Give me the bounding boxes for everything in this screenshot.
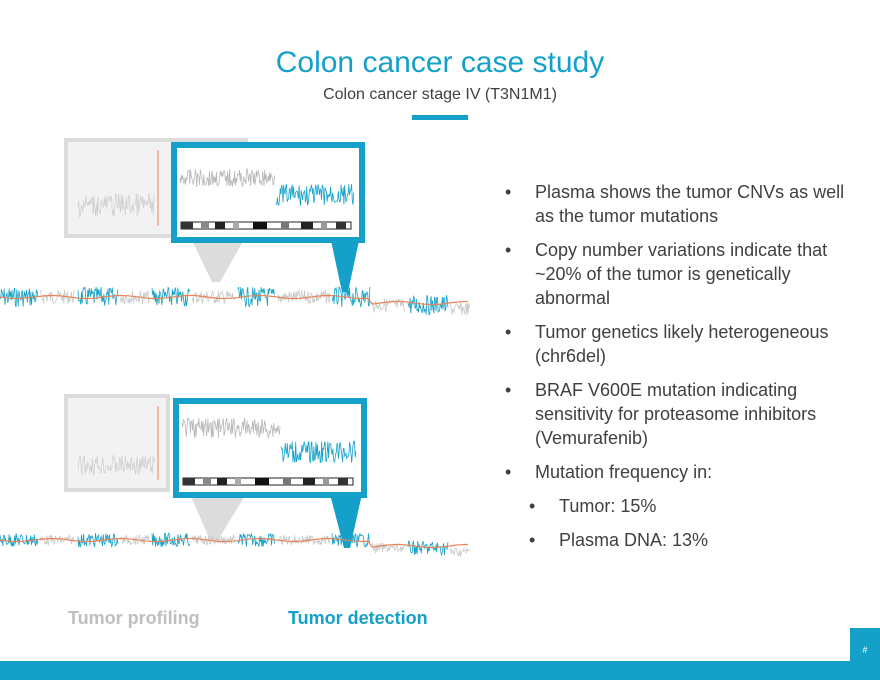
- bottom-zoom-ideogram: [182, 477, 354, 486]
- bullet-item: • Tumor genetics likely heterogeneous (ch…: [505, 320, 850, 368]
- bottom-panel: [0, 394, 470, 557]
- top-genome-track: [0, 286, 470, 316]
- top-zoom-trace: [179, 167, 355, 207]
- slide-subtitle: Colon cancer stage IV (T3N1M1): [323, 86, 557, 103]
- bullet-text: Mutation frequency in:: [535, 462, 713, 482]
- bullet-dot-icon: •: [529, 530, 536, 550]
- bullet-item: • Mutation frequency in:: [505, 460, 850, 484]
- bottom-gray-inset-trace: [77, 454, 156, 476]
- bullet-item: • Copy number variations indicate that ~2…: [505, 238, 850, 310]
- slide-title: Colon cancer case study: [275, 46, 605, 79]
- title-accent-rule: [412, 115, 468, 120]
- bullet-text: Plasma DNA: 13%: [559, 530, 709, 550]
- top-gray-callout: [190, 236, 246, 282]
- top-gray-inset-trace: [77, 193, 156, 219]
- bullet-dot-icon: •: [529, 496, 536, 516]
- bullet-text: Copy number variations indicate that ~20…: [535, 240, 828, 308]
- bullet-text: Tumor: 15%: [559, 496, 657, 516]
- bottom-genome-track: [0, 532, 470, 557]
- bottom-zoom-trace: [181, 417, 357, 464]
- bullet-text: Tumor genetics likely heterogeneous (chr…: [535, 322, 829, 366]
- top-panel: [0, 138, 470, 316]
- page-number: #: [850, 628, 880, 661]
- bullet-item: • BRAF V600E mutation indicating sensitiv…: [505, 378, 850, 450]
- bottom-blue-callout: [330, 494, 362, 548]
- bullet-text: BRAF V600E mutation indicating sensitivi…: [535, 380, 817, 448]
- bullet-dot-icon: •: [505, 182, 512, 202]
- bullet-dot-icon: •: [505, 380, 512, 400]
- bullet-dot-icon: •: [505, 322, 512, 342]
- bullet-dot-icon: •: [505, 462, 512, 482]
- bottom-gray-callout: [190, 494, 246, 540]
- caption-tumor-profiling: Tumor profiling: [68, 608, 200, 628]
- top-blue-callout: [330, 236, 360, 292]
- bullet-dot-icon: •: [505, 240, 512, 260]
- bullet-text: Plasma shows the tumor CNVs as well as t…: [535, 182, 845, 226]
- sub-bullet-item: • Tumor: 15%: [505, 494, 850, 518]
- sub-bullet-item: • Plasma DNA: 13%: [505, 528, 850, 552]
- top-zoom-ideogram: [180, 221, 352, 230]
- bullet-item: • Plasma shows the tumor CNVs as well as …: [505, 180, 850, 228]
- bottom-gray-inset: [64, 394, 170, 492]
- caption-tumor-detection: Tumor detection: [288, 608, 428, 628]
- bullet-list: • Plasma shows the tumor CNVs as well as …: [505, 180, 850, 562]
- footer-bar: [0, 661, 880, 680]
